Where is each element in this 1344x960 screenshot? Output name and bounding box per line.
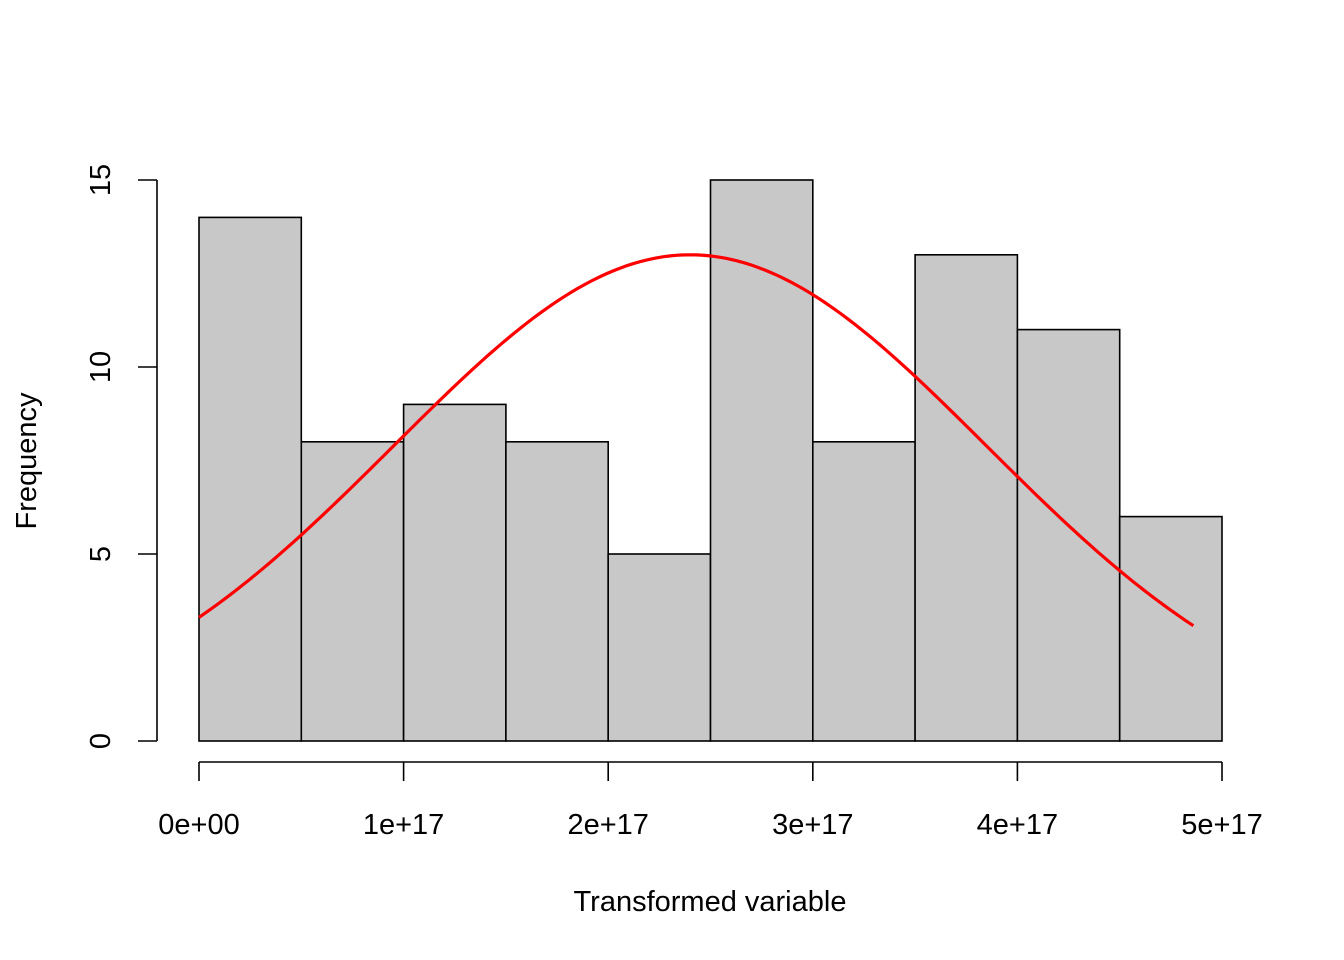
histogram-bar [709, 179, 814, 742]
x-tick-label: 4e+17 [977, 809, 1058, 841]
x-tick-label: 1e+17 [363, 809, 444, 841]
density-curve [198, 253, 1195, 628]
x-tick-label: 0e+00 [158, 809, 239, 841]
histogram-bar [811, 440, 916, 742]
histogram-bars [198, 179, 1223, 742]
y-tick-label: 10 [85, 351, 117, 383]
histogram-bar [300, 440, 405, 742]
y-tick-label: 0 [85, 733, 117, 749]
y-tick-label: 15 [85, 164, 117, 196]
histogram-bar [914, 254, 1019, 742]
x-tick-label: 2e+17 [567, 809, 648, 841]
x-axis-title: Transformed variable [574, 886, 847, 918]
y-axis-title: Frequency [11, 392, 43, 530]
histogram-bar [1016, 328, 1121, 742]
y-tick-label: 5 [85, 546, 117, 562]
histogram-bar [607, 553, 712, 742]
histogram-bar [505, 440, 609, 742]
y-axis: 0 5 10 15 [85, 164, 158, 749]
histogram-bar [198, 216, 303, 742]
x-tick-label: 3e+17 [772, 809, 853, 841]
x-axis: 0e+00 1e+17 2e+17 3e+17 4e+17 5e+17 [158, 761, 1263, 841]
x-tick-label: 5e+17 [1181, 809, 1262, 841]
histogram-bar [402, 403, 507, 742]
histogram-bar [1118, 515, 1223, 742]
